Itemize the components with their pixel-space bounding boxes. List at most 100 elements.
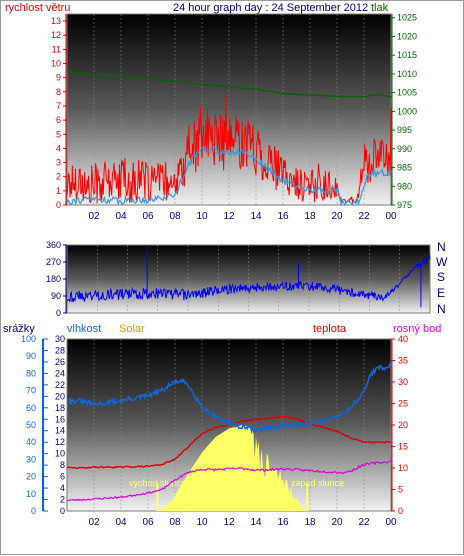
pressure-label: tlak — [371, 2, 389, 14]
rain-y-tick-label: 8 — [60, 460, 65, 470]
direction-y-tick-label: 0 — [56, 308, 61, 318]
rain-y-tick-label: 20 — [55, 391, 65, 401]
pressure-y-tick-label: 980 — [397, 181, 412, 191]
pressure-y-tick-label: 1020 — [397, 31, 417, 41]
direction-y-tick-label: 180 — [46, 274, 61, 284]
humidity-line — [66, 362, 392, 435]
solar-label: Solar — [119, 323, 145, 335]
pressure-y-tick-label: 985 — [397, 163, 412, 173]
temp-x-tick-label: 20 — [331, 517, 343, 528]
temperature-label: teplota — [313, 323, 347, 335]
temperature-y-tick-label: 25 — [398, 399, 408, 409]
sunset-label: západ slunce — [291, 478, 344, 488]
wind-x-tick-label: 00 — [385, 211, 397, 222]
compass-label-s: S — [437, 270, 445, 284]
rain-y-tick-label: 24 — [55, 368, 65, 378]
direction-y-tick-label: 360 — [46, 240, 61, 250]
wind-y-tick-label: 1 — [56, 186, 61, 196]
humidity-y-tick-label: 60 — [26, 403, 36, 413]
dewpoint-line — [66, 460, 392, 502]
humidity-y-tick-label: 90 — [26, 351, 36, 361]
pressure-y-tick-label: 990 — [397, 144, 412, 154]
rain-y-tick-label: 2 — [60, 495, 65, 505]
wind-x-tick-label: 06 — [142, 211, 154, 222]
temperature-y-tick-label: 15 — [398, 442, 408, 452]
wind-y-tick-label: 2 — [56, 172, 61, 182]
temp-x-tick-label: 16 — [277, 517, 289, 528]
wind-speed-label: rychlost větru — [5, 2, 70, 14]
compass-label-e: E — [437, 286, 445, 300]
temperature-y-tick-label: 10 — [398, 463, 408, 473]
wind-y-tick-label: 7 — [56, 101, 61, 111]
direction-y-tick-label: 270 — [46, 257, 61, 267]
wind-average-line — [66, 144, 392, 207]
temperature-y-tick-label: 40 — [398, 334, 408, 344]
rain-y-tick-label: 6 — [60, 472, 65, 482]
humidity-y-tick-label: 30 — [26, 454, 36, 464]
humidity-y-tick-label: 100 — [21, 334, 36, 344]
wind-x-tick-label: 08 — [169, 211, 181, 222]
rain-y-tick-label: 14 — [55, 426, 65, 436]
temp-x-tick-label: 12 — [223, 517, 235, 528]
rain-y-tick-label: 22 — [55, 380, 65, 390]
wind-y-tick-label: 12 — [51, 30, 61, 40]
pressure-y-tick-label: 1005 — [397, 88, 417, 98]
temp-x-tick-label: 00 — [385, 517, 397, 528]
rain-label: srážky — [3, 323, 35, 335]
wind-x-tick-label: 16 — [277, 211, 289, 222]
temp-x-tick-label: 10 — [196, 517, 208, 528]
compass-label-w: W — [436, 255, 448, 269]
pressure-line — [66, 70, 392, 98]
rain-y-tick-label: 18 — [55, 403, 65, 413]
temperature-y-tick-label: 35 — [398, 356, 408, 366]
pressure-y-tick-label: 1015 — [397, 50, 417, 60]
pressure-y-tick-label: 1000 — [397, 106, 417, 116]
wind-y-tick-label: 4 — [56, 143, 61, 153]
humidity-y-tick-label: 0 — [31, 506, 36, 516]
temp-x-tick-label: 22 — [358, 517, 370, 528]
wind-x-tick-label: 22 — [358, 211, 370, 222]
humidity-y-tick-label: 50 — [26, 420, 36, 430]
temperature-y-tick-label: 30 — [398, 377, 408, 387]
temperature-y-tick-label: 0 — [398, 506, 403, 516]
wind-y-tick-label: 8 — [56, 87, 61, 97]
wind-x-tick-label: 10 — [196, 211, 208, 222]
wind-y-tick-label: 3 — [56, 158, 61, 168]
rain-y-tick-label: 28 — [55, 345, 65, 355]
compass-label-n-bottom: N — [437, 302, 446, 316]
humidity-y-tick-label: 80 — [26, 368, 36, 378]
wind-x-tick-label: 14 — [250, 211, 262, 222]
wind-y-tick-label: 5 — [56, 129, 61, 139]
dewpoint-label: rosný bod — [393, 323, 441, 335]
compass-label-n-top: N — [437, 240, 446, 254]
temp-x-tick-label: 14 — [250, 517, 262, 528]
wind-y-tick-label: 13 — [51, 16, 61, 26]
chart-title: 24 hour graph day : 24 September 2012 — [173, 2, 368, 14]
wind-y-tick-label: 10 — [51, 59, 61, 69]
temp-x-tick-label: 06 — [142, 517, 154, 528]
pressure-y-tick-label: 1025 — [397, 13, 417, 23]
pressure-y-tick-label: 975 — [397, 200, 412, 210]
humidity-y-tick-label: 10 — [26, 489, 36, 499]
humidity-label: vlhkost — [67, 323, 101, 335]
humidity-y-tick-label: 70 — [26, 386, 36, 396]
pressure-y-tick-label: 1010 — [397, 69, 417, 79]
wind-y-tick-label: 6 — [56, 115, 61, 125]
wind-x-tick-label: 04 — [115, 211, 127, 222]
wind-x-tick-label: 02 — [88, 211, 100, 222]
wind-y-tick-label: 11 — [52, 44, 61, 54]
rain-y-tick-label: 4 — [60, 483, 65, 493]
wind-x-tick-label: 12 — [223, 211, 235, 222]
wind-direction-line — [66, 252, 431, 303]
humidity-y-tick-label: 20 — [26, 472, 36, 482]
direction-y-tick-label: 90 — [51, 291, 61, 301]
sunrise-label: východ slunce — [129, 478, 186, 488]
wind-y-tick-label: 9 — [56, 73, 61, 83]
wind-y-tick-label: 0 — [56, 200, 61, 210]
temp-x-tick-label: 02 — [88, 517, 100, 528]
temperature-y-tick-label: 20 — [398, 420, 408, 430]
rain-y-tick-label: 30 — [55, 334, 65, 344]
rain-y-tick-label: 0 — [60, 506, 65, 516]
